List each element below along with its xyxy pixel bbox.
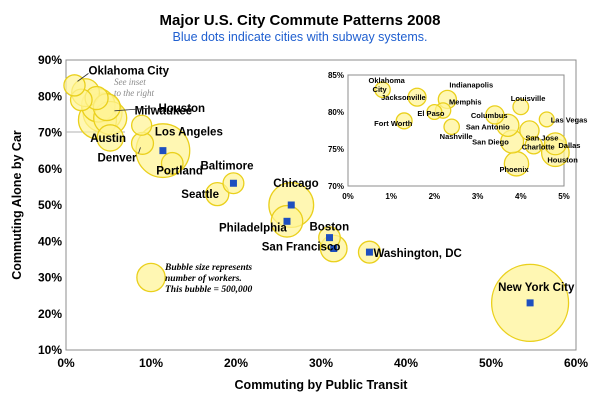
inset-x-tick-label: 3% (472, 192, 484, 201)
inset-x-tick-label: 1% (385, 192, 397, 201)
inset-label-houston: Houston (547, 156, 578, 165)
label-austin: Austin (90, 133, 126, 145)
label-milwaukee: Milwaukee (135, 105, 193, 117)
inset-note-line-1: See inset (114, 77, 146, 87)
leader-houston (114, 107, 156, 112)
y-tick-label: 20% (38, 307, 62, 321)
leader-oklahoma-city (77, 73, 89, 82)
inset-x-tick-label: 4% (515, 192, 527, 201)
label-houston: Houston (158, 103, 205, 115)
size-reference-bubble (136, 262, 166, 293)
bubble-portland (160, 151, 184, 175)
inset-bubble-charlotte (524, 136, 543, 155)
inset-y-tick-label: 80% (328, 108, 344, 117)
label-boston: Boston (310, 222, 350, 234)
x-tick-label: 20% (224, 356, 248, 370)
inset-note: See inset to the right (114, 77, 154, 98)
inset-y-tick-label: 75% (328, 145, 344, 154)
y-tick-label: 40% (38, 234, 62, 248)
inset-label-charlotte: Charlotte (522, 142, 555, 151)
inset-label-el-paso: El Paso (417, 109, 445, 118)
inset-bubble-dallas (543, 132, 567, 156)
inset-label-line: City (373, 85, 388, 94)
inset-x-tick-label: 0% (342, 192, 354, 201)
inset-label-nashville: Nashville (440, 132, 473, 141)
inset-bubble-jacksonville (407, 87, 427, 107)
bubble-austin (96, 124, 124, 152)
chart-title: Major U.S. City Commute Patterns 2008 (160, 12, 441, 29)
label-chicago: Chicago (273, 178, 318, 190)
inset-bubble-las-vegas (538, 111, 555, 128)
x-tick-label: 30% (309, 356, 333, 370)
x-tick-label: 0% (57, 356, 75, 370)
inset-label-louisville: Louisville (511, 94, 546, 103)
inset-label-oklahoma-city: Oklahoma City (369, 76, 406, 94)
inset-label-indianapolis: Indianapolis (449, 80, 493, 89)
inset-label-san-jose: San Jose (525, 134, 558, 143)
subway-dot-new-york-city (526, 299, 534, 307)
inset-bubble-oklahoma-city (374, 81, 391, 99)
inset-x-tick-label: 5% (558, 192, 570, 201)
x-tick-label: 40% (394, 356, 418, 370)
y-tick-label: 30% (38, 271, 62, 285)
inset-note-line-2: to the right (114, 88, 154, 98)
inset-label-dallas: Dallas (558, 141, 580, 150)
x-tick-label: 10% (139, 356, 163, 370)
size-note: Bubble size represents number of workers… (164, 263, 252, 295)
inset-bubble-columbus (485, 105, 505, 125)
inset-bubble-fort-worth (395, 112, 413, 130)
inset-y-tick-label: 70% (328, 182, 344, 191)
x-tick-label: 50% (479, 356, 503, 370)
label-oklahoma-city: Oklahoma City (89, 65, 170, 77)
y-tick-label: 60% (38, 162, 62, 176)
subway-dot-los-angeles (159, 147, 167, 155)
inset-label-san-diego: San Diego (472, 138, 509, 147)
size-note-line-3: This bubble = 500,000 (165, 285, 252, 295)
bubble-milwaukee (130, 114, 153, 136)
subway-dot-philadelphia (283, 217, 291, 225)
subway-dot-chicago (287, 201, 295, 209)
inset-label-las-vegas: Las Vegas (551, 115, 588, 124)
x-tick-label: 60% (564, 356, 588, 370)
inset-y-tick-label: 85% (328, 71, 344, 80)
inset-bubble-louisville (512, 98, 530, 116)
inset-label-memphis: Memphis (449, 98, 482, 107)
label-denver: Denver (98, 152, 138, 164)
label-los-angeles: Los Angeles (155, 127, 223, 139)
label-seattle: Seattle (181, 189, 219, 201)
inset-x-tick-label: 2% (429, 192, 441, 201)
label-san-francisco: San Francisco (262, 242, 341, 254)
label-philadelphia: Philadelphia (219, 222, 287, 234)
y-tick-label: 80% (38, 89, 62, 103)
y-tick-label: 50% (38, 198, 62, 212)
inset-label-fort-worth: Fort Worth (374, 119, 413, 128)
chart-subtitle: Blue dots indicate cities with subway sy… (173, 30, 428, 44)
y-tick-label: 10% (38, 343, 62, 357)
subway-dot-baltimore (229, 179, 237, 187)
subway-dot-washington-dc (365, 248, 373, 256)
subway-dot-boston (326, 234, 333, 242)
label-washington-dc: Washington, DC (373, 248, 461, 260)
y-tick-label: 70% (38, 126, 62, 140)
size-note-line-2: number of workers. (165, 274, 242, 284)
y-tick-label: 90% (38, 53, 62, 67)
inset-bubble-nashville (443, 118, 461, 136)
leader-denver (138, 147, 141, 154)
x-axis-label: Commuting by Public Transit (235, 378, 409, 392)
label-new-york-city: New York City (498, 282, 575, 294)
inset-chart: 0% 1% 2% 3% 4% 5% 70% 75% 80% 85% Oklahoma City Ind… (328, 71, 587, 201)
inset-label-columbus: Columbus (471, 111, 508, 120)
y-axis-label: Commuting Alone by Car (10, 130, 24, 280)
label-baltimore: Baltimore (200, 160, 253, 172)
inset-label-jacksonville: Jacksonville (381, 93, 426, 102)
subway-dot-san-francisco (330, 245, 338, 252)
inset-bubble-el-paso (426, 103, 443, 121)
bubble-seattle (205, 181, 230, 207)
label-portland: Portland (156, 165, 203, 177)
inset-label-line: Oklahoma (369, 76, 406, 85)
inset-label-phoenix: Phoenix (499, 165, 529, 174)
size-note-line-1: Bubble size represents (164, 263, 252, 273)
inset-label-san-antonio: San Antonio (466, 122, 510, 131)
